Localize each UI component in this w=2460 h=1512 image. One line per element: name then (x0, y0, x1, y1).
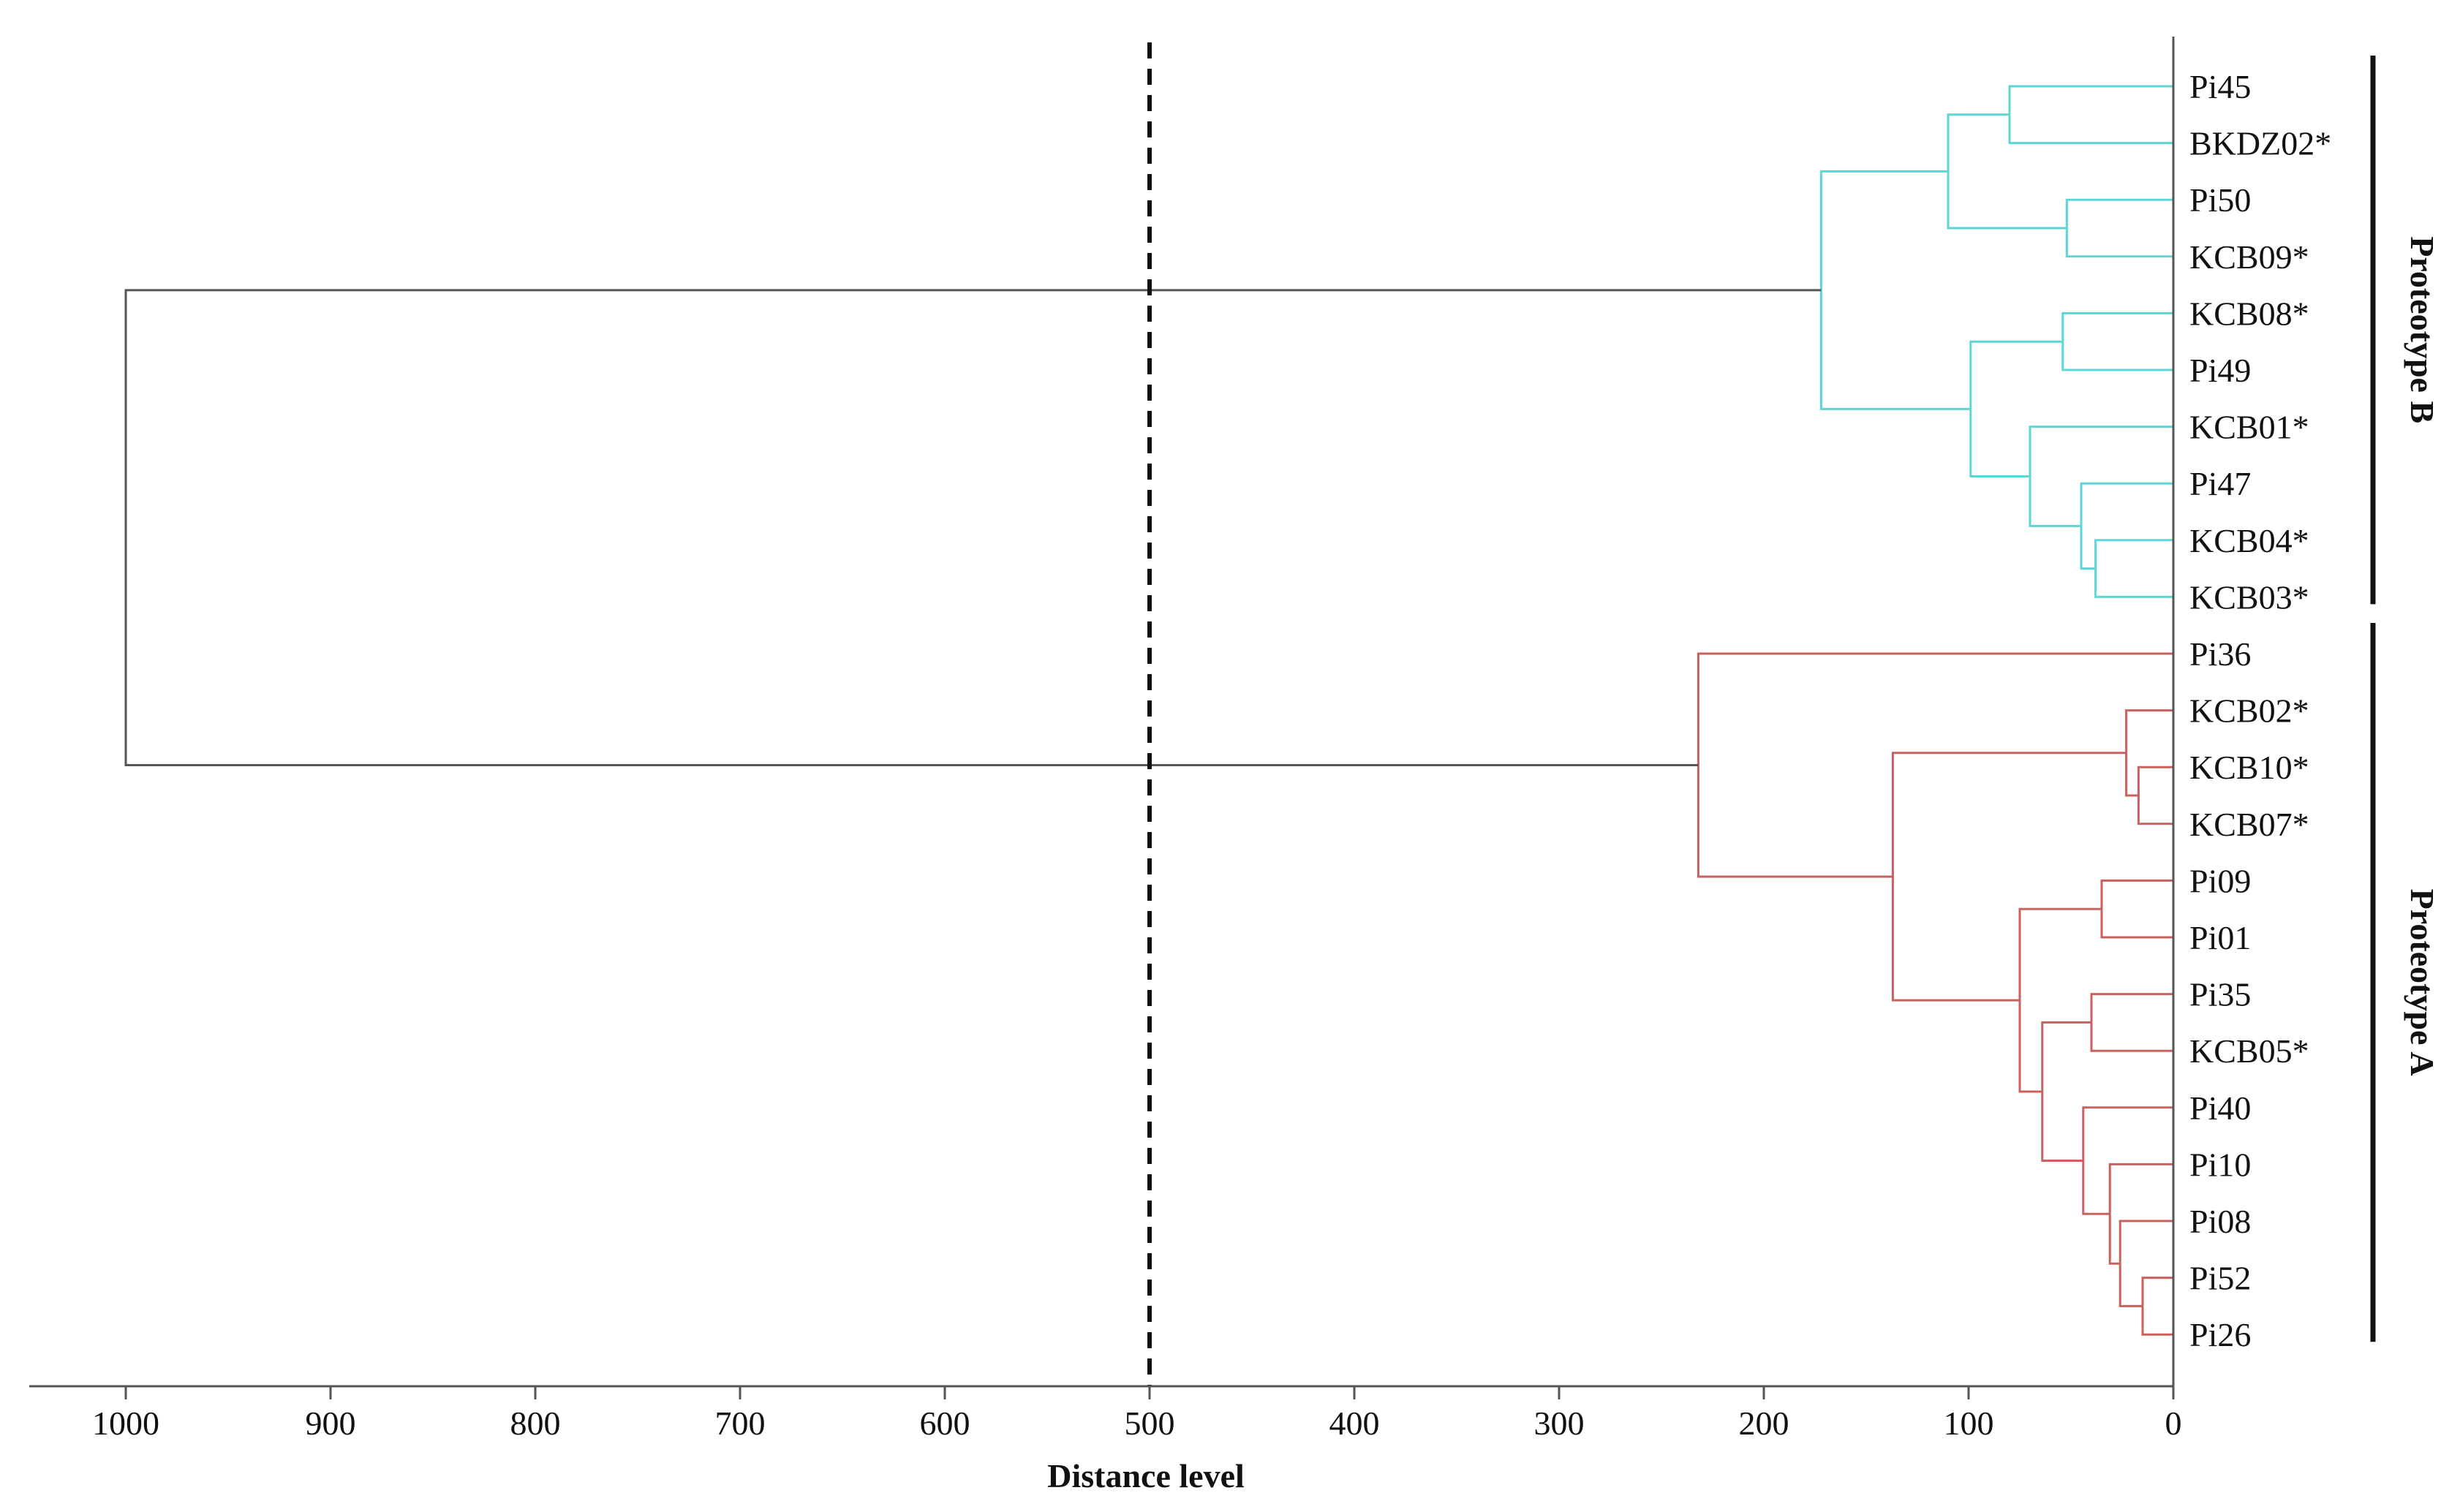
cluster-label: Proteotype A (2404, 889, 2441, 1076)
leaf-label: Pi10 (2189, 1146, 2251, 1183)
leaf-label: Pi49 (2189, 352, 2251, 389)
dendrogram-branch (2137, 766, 2173, 825)
x-tick-label: 600 (920, 1405, 970, 1442)
leaf-label: Pi09 (2189, 862, 2251, 899)
leaf-label: KCB01* (2189, 409, 2309, 446)
x-tick-label: 400 (1329, 1405, 1380, 1442)
x-axis-ticks: 1000 900 800 700 600 500 400 300 200 100 0 (92, 1386, 2182, 1442)
dendrogram-branch (2090, 993, 2173, 1052)
x-tick-label: 500 (1125, 1405, 1175, 1442)
dendrogram-branch (2061, 311, 2173, 371)
x-tick-label: 300 (1534, 1405, 1585, 1442)
leaf-label: Pi01 (2189, 919, 2251, 956)
leaf-label: Pi36 (2189, 635, 2251, 673)
leaf-label: Pi08 (2189, 1203, 2251, 1240)
dendrogram-branches (124, 85, 2173, 1336)
leaf-label: Pi52 (2189, 1260, 2251, 1297)
dendrogram-branch (1697, 652, 2173, 878)
x-tick-label: 800 (510, 1405, 561, 1442)
leaf-label: KCB05* (2189, 1032, 2309, 1070)
leaf-label: Pi47 (2189, 465, 2251, 502)
dendrogram-branch (2100, 879, 2173, 939)
leaf-label: KCB04* (2189, 522, 2309, 559)
dendrogram-branch (2008, 85, 2173, 145)
leaf-label: KCB08* (2189, 295, 2309, 332)
dendrogram-branch (1891, 752, 2127, 1002)
leaf-label: BKDZ02* (2189, 125, 2331, 162)
leaf-label: Pi50 (2189, 181, 2251, 219)
leaf-label: KCB03* (2189, 578, 2309, 616)
x-axis-label: Distance level (1047, 1457, 1245, 1494)
leaf-label: Pi45 (2189, 68, 2251, 105)
cluster-label: Proteotype B (2404, 236, 2441, 423)
dendrogram-branch (1947, 113, 2067, 230)
cluster-brackets: Proteotype B Proteotype A (2370, 56, 2441, 1342)
leaf-label: KCB09* (2189, 238, 2309, 276)
leaf-label: KCB10* (2189, 749, 2309, 786)
leaf-labels: Pi45 BKDZ02* Pi50 KCB09* KCB08* Pi49 KCB01* Pi4… (2189, 68, 2331, 1353)
dendrogram-branch (2141, 1277, 2173, 1336)
leaf-label: KCB07* (2189, 806, 2309, 843)
dendrogram-branch (2018, 907, 2102, 1093)
x-tick-label: 0 (2165, 1405, 2182, 1442)
dendrogram-branch (124, 289, 1822, 766)
x-tick-label: 900 (306, 1405, 356, 1442)
dendrogram-branch (2125, 709, 2173, 797)
leaf-label: Pi35 (2189, 976, 2251, 1013)
leaf-label: Pi26 (2189, 1316, 2251, 1353)
dendrogram-branch (2082, 1106, 2173, 1215)
dendrogram-branch (2029, 426, 2173, 527)
dendrogram-branch (2094, 539, 2173, 598)
x-tick-label: 1000 (92, 1405, 159, 1442)
dendrogram-branch (1969, 340, 2063, 477)
x-tick-label: 100 (1944, 1405, 1994, 1442)
dendrogram-branch (2065, 198, 2173, 258)
x-tick-label: 700 (715, 1405, 766, 1442)
leaf-label: Pi40 (2189, 1089, 2251, 1127)
leaf-label: KCB02* (2189, 692, 2309, 730)
dendrogram-branch (2118, 1220, 2173, 1307)
x-tick-label: 200 (1739, 1405, 1789, 1442)
